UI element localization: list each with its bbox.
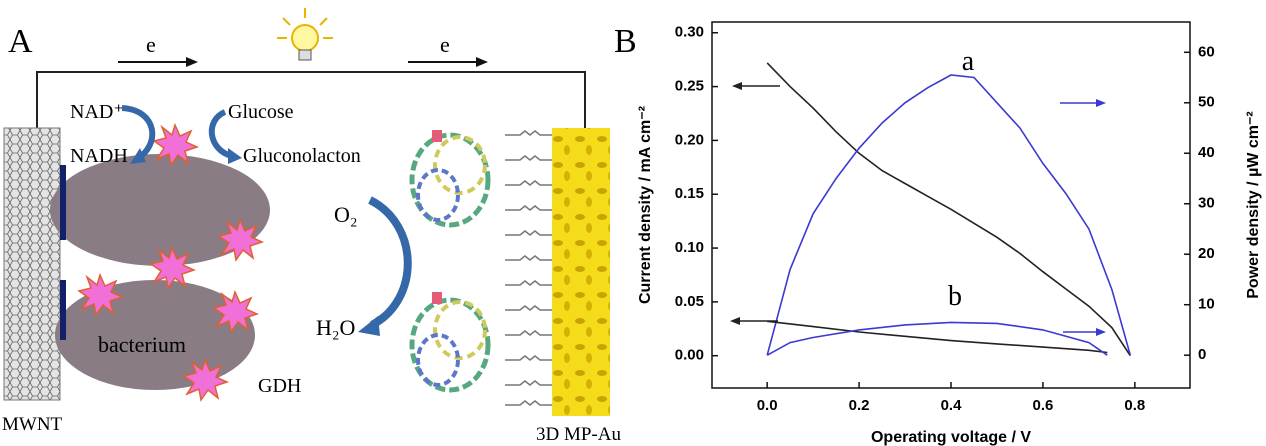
reaction-label: Gluconolacton bbox=[243, 145, 361, 167]
arrow-head bbox=[1096, 99, 1106, 107]
chart: 0.00 0.05 0.10 0.15 0.20 0.25 0.30 0 10 20 30 40 50 6… bbox=[637, 21, 1262, 446]
reaction-arrow bbox=[208, 109, 234, 159]
electron-label: e bbox=[146, 32, 156, 57]
data-line bbox=[766, 74, 1132, 356]
protein bbox=[409, 130, 491, 393]
reaction-label: Glucose bbox=[228, 101, 294, 123]
reaction-label: H₂O bbox=[316, 315, 355, 340]
bacterium-cell bbox=[50, 154, 270, 266]
reaction-label: O₂ bbox=[334, 202, 358, 227]
arrow-head bbox=[476, 57, 488, 67]
y2-tick-label: 50 bbox=[1198, 94, 1215, 111]
mediator bbox=[60, 165, 66, 240]
arrow-head bbox=[1096, 328, 1106, 336]
mediator bbox=[60, 280, 66, 340]
y2-tick-label: 40 bbox=[1198, 144, 1215, 161]
arrow-head bbox=[730, 317, 740, 325]
cathode-label: 3D MP-Au bbox=[536, 424, 621, 445]
y-axis-label: Current density / mA cm⁻² bbox=[637, 106, 654, 304]
arrow-head bbox=[186, 57, 198, 67]
y-tick-label: 0.00 bbox=[675, 347, 704, 364]
panel-a: A e e MWNT NAD⁺ NADH Glucose Gluconolact… bbox=[2, 8, 621, 445]
y2-axis-label: Power density / µW cm⁻² bbox=[1245, 111, 1262, 298]
x-tick-label: 0.0 bbox=[757, 397, 778, 414]
electron-label: e bbox=[440, 32, 450, 57]
circuit-wire bbox=[36, 71, 586, 128]
enzyme-label: GDH bbox=[258, 375, 301, 397]
reaction-label: NAD⁺ bbox=[70, 101, 124, 123]
light-bulb bbox=[277, 8, 333, 61]
gold-electrode bbox=[552, 128, 610, 416]
cell-label: bacterium bbox=[98, 332, 186, 357]
panel-label: B bbox=[614, 23, 637, 60]
anode-label: MWNT bbox=[2, 414, 63, 435]
reaction-arrow bbox=[121, 105, 156, 161]
y2-tick-label: 60 bbox=[1198, 43, 1215, 60]
nanotube-lattice bbox=[3, 127, 61, 401]
y-tick-label: 0.10 bbox=[675, 239, 704, 256]
data-line bbox=[767, 320, 1108, 354]
arrow-head bbox=[358, 316, 380, 336]
panel-label: A bbox=[8, 23, 33, 60]
arrow-head bbox=[130, 148, 146, 164]
y-tick-label: 0.05 bbox=[675, 293, 704, 310]
y-tick-label: 0.30 bbox=[675, 24, 704, 41]
arrow-head bbox=[228, 148, 242, 164]
x-tick-label: 0.6 bbox=[1032, 397, 1053, 414]
arrow-head bbox=[732, 82, 742, 90]
x-tick-label: 0.8 bbox=[1124, 397, 1145, 414]
curve-label: b bbox=[948, 281, 962, 312]
data-line bbox=[766, 62, 1131, 357]
reaction-arrow bbox=[368, 196, 412, 329]
y-tick-label: 0.20 bbox=[675, 131, 704, 148]
curve-label: a bbox=[962, 46, 975, 77]
y-tick-label: 0.25 bbox=[675, 78, 704, 95]
linker-chains bbox=[505, 130, 552, 406]
reaction-label: NADH bbox=[70, 145, 128, 167]
y2-tick-label: 10 bbox=[1198, 296, 1215, 313]
y2-tick-label: 0 bbox=[1198, 346, 1206, 363]
x-tick-label: 0.4 bbox=[941, 397, 963, 414]
x-tick-label: 0.2 bbox=[849, 397, 870, 414]
x-axis-label: Operating voltage / V bbox=[871, 429, 1031, 446]
y-tick-label: 0.15 bbox=[675, 185, 704, 202]
plot-frame bbox=[711, 21, 1191, 389]
y2-tick-label: 30 bbox=[1198, 195, 1215, 212]
data-line bbox=[766, 321, 1108, 356]
y2-tick-label: 20 bbox=[1198, 245, 1215, 262]
